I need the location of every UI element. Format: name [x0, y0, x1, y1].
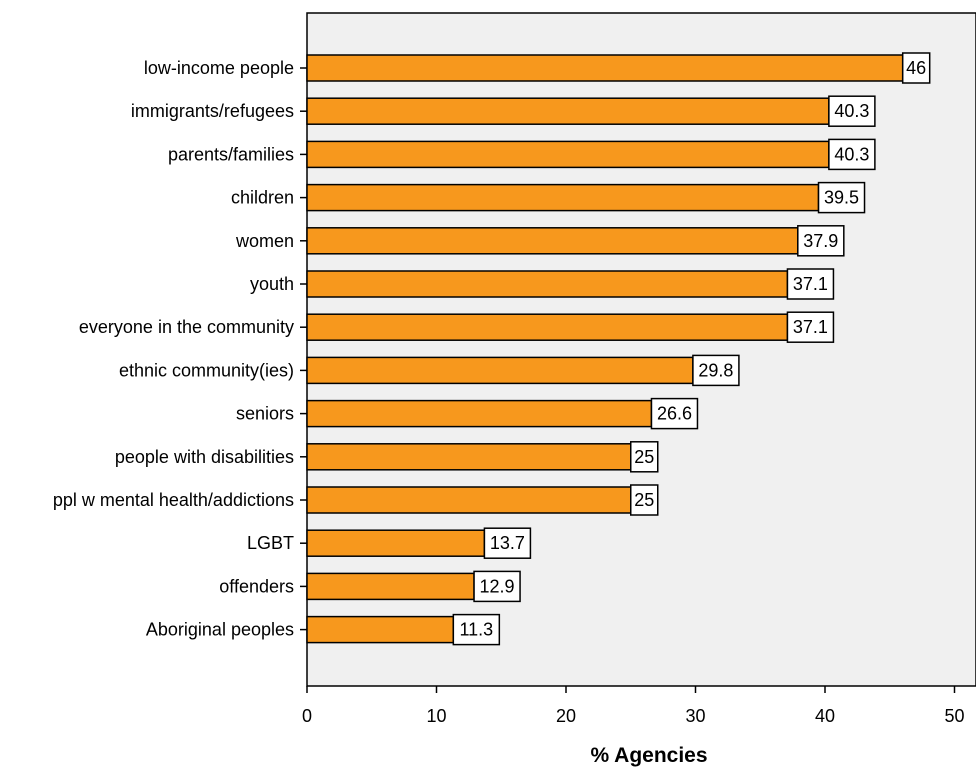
data-label-text: 39.5 [824, 188, 859, 208]
data-label-box [630, 441, 659, 473]
data-label-box [817, 181, 866, 214]
bar [306, 529, 486, 557]
category-label: children [231, 188, 294, 208]
data-label: 46 [901, 52, 931, 84]
category-label: offenders [219, 576, 294, 596]
category-label: immigrants/refugees [131, 101, 294, 121]
category-label: ethnic community(ies) [119, 360, 294, 380]
data-label-text: 40.3 [834, 101, 869, 121]
bar [306, 443, 632, 471]
category-labels: low-income people immigrants/refugees pare… [53, 58, 307, 640]
data-label-box [473, 570, 521, 603]
data-label-text: 11.3 [459, 620, 493, 640]
data-label: 11.3 [452, 613, 501, 646]
data-labels: 46 40.3 40.3 39.5 37.9 37.1 37.1 29.8 26.6 25 25 13… [452, 52, 931, 646]
category-label: LGBT [247, 533, 294, 553]
data-label-box [452, 613, 501, 646]
data-label-text: 25 [634, 490, 654, 510]
bar [306, 486, 632, 514]
bar [306, 399, 653, 428]
bar [306, 183, 820, 212]
data-label-box [828, 95, 876, 127]
bar [306, 572, 475, 601]
x-axis-title: % Agencies [590, 744, 707, 767]
data-label: 25 [630, 484, 659, 516]
data-label-text: 37.9 [803, 231, 838, 251]
data-label: 25 [630, 441, 659, 473]
x-tick-label: 0 [302, 706, 312, 726]
bars-group [306, 54, 904, 644]
data-label-text: 40.3 [834, 144, 869, 164]
bar [306, 54, 904, 82]
data-label: 39.5 [817, 181, 866, 214]
data-label-text: 37.1 [793, 317, 828, 337]
category-label: people with disabilities [115, 447, 294, 467]
x-axis: 0 10 20 30 40 50 [302, 686, 965, 726]
category-label: seniors [236, 404, 294, 424]
data-label-box [786, 268, 835, 300]
data-label: 29.8 [692, 354, 740, 387]
bar [306, 615, 455, 644]
data-label: 40.3 [828, 95, 876, 127]
data-label-text: 12.9 [480, 576, 515, 596]
category-label: everyone in the community [79, 317, 294, 337]
data-label: 26.6 [650, 397, 699, 430]
data-label-box [630, 484, 659, 516]
category-label: women [235, 231, 294, 251]
category-label: Aboriginal peoples [146, 620, 294, 640]
data-label-text: 29.8 [698, 360, 733, 380]
bar [306, 227, 799, 255]
data-label-box [650, 397, 699, 430]
x-tick-label: 10 [426, 706, 446, 726]
category-label: low-income people [144, 58, 294, 78]
category-label: youth [250, 274, 294, 294]
category-label: ppl w mental health/addictions [53, 490, 294, 510]
bar [306, 313, 789, 341]
x-tick-label: 50 [944, 706, 964, 726]
x-tick-label: 40 [815, 706, 835, 726]
data-label-box [828, 138, 876, 171]
data-label-text: 46 [906, 58, 926, 78]
data-label: 37.1 [786, 268, 835, 300]
x-tick-label: 30 [685, 706, 705, 726]
data-label-text: 13.7 [490, 533, 525, 553]
data-label-box [786, 311, 835, 343]
data-label-box [483, 527, 532, 559]
bar [306, 140, 830, 169]
data-label: 12.9 [473, 570, 521, 603]
data-label: 37.1 [786, 311, 835, 343]
x-tick-label: 20 [556, 706, 576, 726]
data-label: 40.3 [828, 138, 876, 171]
data-label-text: 26.6 [657, 404, 692, 424]
data-label-box [901, 52, 931, 84]
bar [306, 270, 789, 298]
data-label-box [692, 354, 740, 387]
data-label-box [797, 225, 845, 257]
bar [306, 356, 694, 385]
category-label: parents/families [168, 144, 294, 164]
data-label-text: 37.1 [793, 274, 828, 294]
data-label: 37.9 [797, 225, 845, 257]
data-label: 13.7 [483, 527, 532, 559]
data-label-text: 25 [634, 447, 654, 467]
bar [306, 97, 830, 125]
